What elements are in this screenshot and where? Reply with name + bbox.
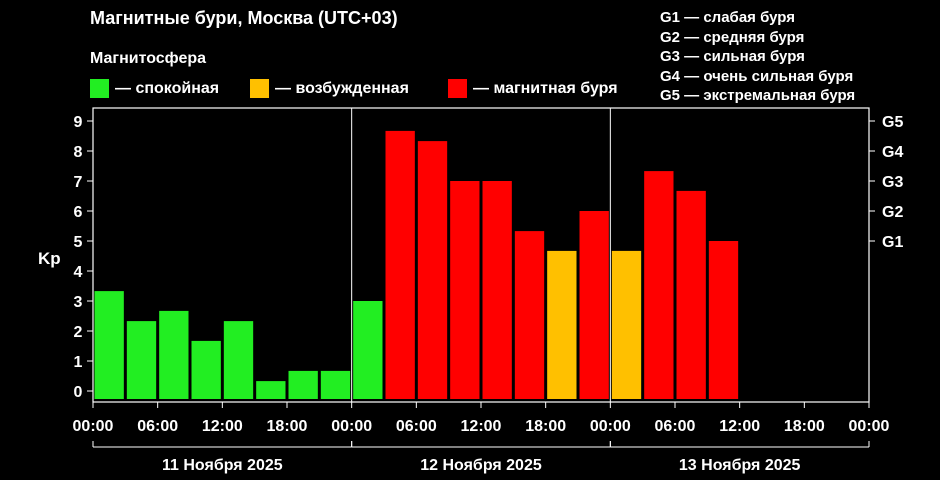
g-legend-g2: G2 — средняя буря bbox=[660, 28, 805, 46]
y-tick-label: 8 bbox=[74, 144, 83, 161]
kp-bar bbox=[223, 321, 254, 399]
legend-swatch-active bbox=[250, 79, 269, 98]
g-legend-g3: G3 — сильная буря bbox=[660, 48, 805, 65]
g-tick-label: G2 bbox=[882, 204, 903, 221]
y-tick-label: 3 bbox=[74, 294, 83, 311]
kp-bar bbox=[611, 250, 642, 399]
legend-label-storm: — магнитная буря bbox=[473, 79, 618, 97]
chart-title: Магнитные бури, Москва (UTC+03) bbox=[90, 8, 398, 28]
x-tick-label: 00:00 bbox=[331, 418, 372, 435]
y-tick-label: 9 bbox=[74, 114, 83, 131]
g-legend-g4: G4 — очень сильная буря bbox=[660, 67, 854, 85]
kp-bar bbox=[256, 381, 286, 399]
kp-bar bbox=[514, 231, 545, 399]
g-legend-g1: G1 — слабая буря bbox=[660, 9, 796, 26]
y-tick-label: 1 bbox=[74, 354, 83, 371]
x-tick-label: 06:00 bbox=[396, 418, 437, 435]
y-tick-label: 5 bbox=[74, 234, 83, 251]
x-tick-label: 06:00 bbox=[655, 418, 696, 435]
kp-bar bbox=[547, 250, 577, 399]
kp-bar bbox=[385, 130, 415, 399]
y-tick-label: 2 bbox=[74, 324, 83, 341]
x-tick-label: 00:00 bbox=[849, 418, 890, 435]
kp-bar bbox=[320, 370, 351, 399]
kp-bar bbox=[482, 181, 512, 399]
y-tick-label: 7 bbox=[74, 174, 83, 191]
kp-bar bbox=[708, 241, 739, 399]
chart-subtitle: Магнитосфера bbox=[90, 50, 207, 67]
y-tick-label: 6 bbox=[74, 204, 83, 221]
kp-bar bbox=[579, 211, 609, 399]
kp-bar bbox=[676, 190, 706, 399]
day-label: 12 Ноября 2025 bbox=[420, 457, 542, 474]
legend-label-quiet: — спокойная bbox=[115, 79, 220, 97]
kp-bar bbox=[353, 301, 383, 399]
legend-item-storm: — магнитная буря bbox=[448, 79, 618, 98]
x-tick-label: 18:00 bbox=[784, 418, 825, 435]
y-axis-label: Kp bbox=[38, 249, 61, 268]
legend-item-active: — возбужденная bbox=[250, 79, 409, 98]
x-tick-label: 12:00 bbox=[202, 418, 243, 435]
g-tick-label: G5 bbox=[882, 114, 903, 131]
x-tick-label: 12:00 bbox=[719, 418, 760, 435]
x-tick-label: 00:00 bbox=[73, 418, 114, 435]
legend-swatch-quiet bbox=[90, 79, 109, 98]
x-tick-label: 12:00 bbox=[461, 418, 502, 435]
kp-bar bbox=[450, 181, 480, 399]
kp-bar bbox=[126, 321, 157, 399]
y-tick-label: 0 bbox=[74, 384, 83, 401]
kp-bar bbox=[159, 310, 189, 399]
kp-bar bbox=[644, 171, 674, 399]
day-label: 13 Ноября 2025 bbox=[679, 457, 801, 474]
kp-bar bbox=[191, 340, 221, 399]
g-tick-label: G1 bbox=[882, 234, 903, 251]
day-label: 11 Ноября 2025 bbox=[162, 457, 283, 474]
x-tick-label: 18:00 bbox=[267, 418, 308, 435]
x-tick-label: 06:00 bbox=[137, 418, 178, 435]
y-tick-label: 4 bbox=[74, 264, 83, 281]
kp-bar bbox=[94, 291, 124, 399]
legend-swatch-storm bbox=[448, 79, 467, 98]
g-tick-label: G3 bbox=[882, 174, 903, 191]
kp-bar bbox=[288, 370, 318, 399]
legend-item-quiet: — спокойная bbox=[90, 79, 219, 98]
x-tick-label: 00:00 bbox=[590, 418, 631, 435]
legend-label-active: — возбужденная bbox=[275, 79, 409, 97]
g-scale-legend: G1 — слабая буря G2 — средняя буря G3 — … bbox=[660, 8, 855, 106]
x-tick-label: 18:00 bbox=[525, 418, 566, 435]
g-legend-g5: G5 — экстремальная буря bbox=[660, 87, 856, 104]
kp-bar bbox=[417, 141, 448, 399]
g-tick-label: G4 bbox=[882, 144, 903, 161]
